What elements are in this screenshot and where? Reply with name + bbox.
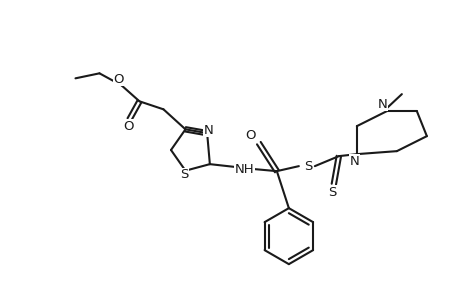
Text: N: N (377, 98, 387, 111)
Text: O: O (123, 120, 134, 133)
Text: O: O (245, 129, 256, 142)
Text: S: S (180, 168, 188, 181)
Text: S: S (303, 160, 311, 172)
Text: N: N (203, 124, 213, 136)
Text: O: O (113, 73, 123, 86)
Text: N: N (349, 154, 359, 168)
Text: S: S (327, 186, 336, 199)
Text: NH: NH (235, 163, 254, 176)
